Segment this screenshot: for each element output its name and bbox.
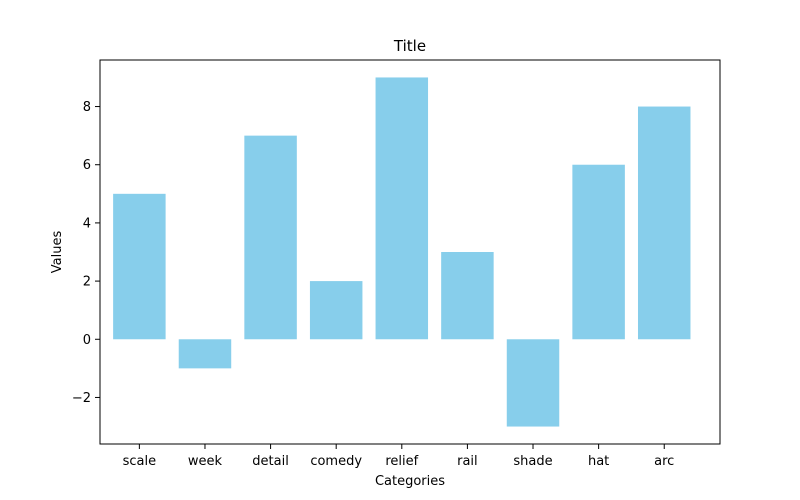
y-tick-label: 2 <box>83 275 91 290</box>
y-tick-label: −2 <box>72 391 91 406</box>
ticks-layer: scale week detail comedy relief rail shade hat a… <box>72 100 674 469</box>
x-tick-label: detail <box>252 454 289 469</box>
x-axis-label: Categories <box>375 474 445 489</box>
bar-relief <box>375 77 429 340</box>
x-tick-label: scale <box>123 454 157 469</box>
y-tick-label: 6 <box>83 158 91 173</box>
y-tick-label: 8 <box>83 100 91 115</box>
bar-week <box>178 339 232 369</box>
y-axis-label: Values <box>50 231 65 274</box>
bar-detail <box>244 135 297 340</box>
bar-rail <box>441 252 494 340</box>
chart-title: Title <box>393 37 426 55</box>
x-tick-label: shade <box>513 454 552 469</box>
x-tick-label: arc <box>654 454 674 469</box>
bar-hat <box>572 164 625 340</box>
bar-scale <box>113 193 166 340</box>
bar-comedy <box>309 281 363 340</box>
bar-arc <box>637 106 691 340</box>
x-tick-label: rail <box>457 454 478 469</box>
y-tick-label: 0 <box>83 333 91 348</box>
x-tick-label: hat <box>588 454 609 469</box>
y-tick-label: 4 <box>83 216 91 231</box>
plot-frame <box>99 59 721 445</box>
bars-layer <box>113 77 691 427</box>
x-tick-label: comedy <box>310 454 362 469</box>
bar-shade <box>506 339 560 427</box>
x-tick-label: week <box>188 454 223 469</box>
x-tick-label: relief <box>385 454 418 469</box>
